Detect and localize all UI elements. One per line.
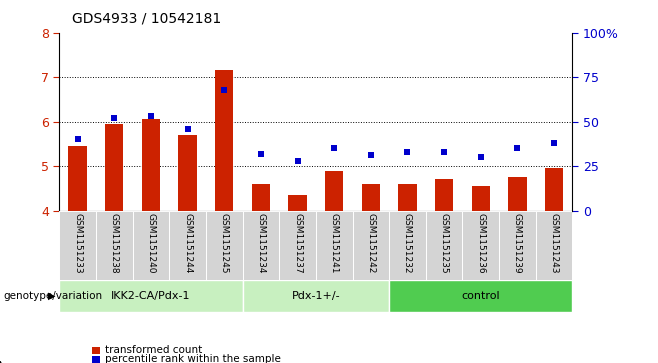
Point bbox=[439, 149, 449, 155]
Bar bbox=[536, 211, 572, 280]
Text: GSM1151240: GSM1151240 bbox=[146, 213, 155, 273]
Bar bbox=[243, 280, 389, 311]
Bar bbox=[206, 211, 243, 280]
Bar bbox=[426, 211, 463, 280]
Text: GSM1151232: GSM1151232 bbox=[403, 213, 412, 273]
Bar bbox=[398, 184, 417, 211]
Bar bbox=[389, 280, 572, 311]
Point bbox=[219, 87, 230, 93]
Bar bbox=[545, 168, 563, 211]
Text: GSM1151241: GSM1151241 bbox=[330, 213, 339, 273]
Text: percentile rank within the sample: percentile rank within the sample bbox=[105, 354, 281, 363]
Bar bbox=[508, 177, 526, 211]
Text: genotype/variation: genotype/variation bbox=[3, 291, 103, 301]
Point bbox=[476, 154, 486, 160]
Text: ▶: ▶ bbox=[49, 291, 56, 301]
Bar bbox=[178, 135, 197, 211]
Bar bbox=[59, 211, 96, 280]
Bar bbox=[243, 211, 279, 280]
Text: GSM1151239: GSM1151239 bbox=[513, 213, 522, 273]
Text: GSM1151245: GSM1151245 bbox=[220, 213, 229, 273]
Point bbox=[512, 145, 522, 151]
Bar bbox=[68, 146, 87, 211]
Bar bbox=[141, 119, 160, 211]
Point bbox=[182, 126, 193, 132]
Text: GDS4933 / 10542181: GDS4933 / 10542181 bbox=[72, 11, 222, 25]
Bar bbox=[169, 211, 206, 280]
Point bbox=[72, 136, 83, 142]
Point bbox=[255, 151, 266, 156]
Text: GSM1151244: GSM1151244 bbox=[183, 213, 192, 273]
Point bbox=[292, 158, 303, 164]
Bar bbox=[472, 186, 490, 211]
Bar bbox=[463, 211, 499, 280]
Point bbox=[145, 113, 156, 119]
Point bbox=[109, 115, 120, 121]
Bar bbox=[132, 211, 169, 280]
Bar bbox=[59, 280, 243, 311]
Text: GSM1151238: GSM1151238 bbox=[110, 213, 118, 273]
Bar bbox=[96, 211, 132, 280]
Bar bbox=[316, 211, 353, 280]
Bar bbox=[215, 70, 234, 211]
Bar bbox=[279, 211, 316, 280]
Bar bbox=[435, 179, 453, 211]
Bar bbox=[288, 195, 307, 211]
Text: GSM1151243: GSM1151243 bbox=[549, 213, 559, 273]
Text: GSM1151234: GSM1151234 bbox=[257, 213, 265, 273]
Bar bbox=[389, 211, 426, 280]
Bar bbox=[251, 184, 270, 211]
Bar bbox=[499, 211, 536, 280]
Point bbox=[329, 145, 340, 151]
Text: IKK2-CA/Pdx-1: IKK2-CA/Pdx-1 bbox=[111, 291, 191, 301]
Bar bbox=[325, 171, 343, 211]
Text: Pdx-1+/-: Pdx-1+/- bbox=[291, 291, 340, 301]
Text: GSM1151235: GSM1151235 bbox=[440, 213, 449, 273]
Bar bbox=[105, 124, 123, 211]
Text: transformed count: transformed count bbox=[105, 345, 203, 355]
Text: GSM1151236: GSM1151236 bbox=[476, 213, 486, 273]
Point bbox=[402, 149, 413, 155]
Bar bbox=[353, 211, 389, 280]
Text: GSM1151242: GSM1151242 bbox=[367, 213, 375, 273]
Text: control: control bbox=[461, 291, 500, 301]
Text: GSM1151233: GSM1151233 bbox=[73, 213, 82, 273]
Point bbox=[549, 140, 559, 146]
Text: GSM1151237: GSM1151237 bbox=[293, 213, 302, 273]
Point bbox=[366, 152, 376, 158]
Bar bbox=[362, 184, 380, 211]
